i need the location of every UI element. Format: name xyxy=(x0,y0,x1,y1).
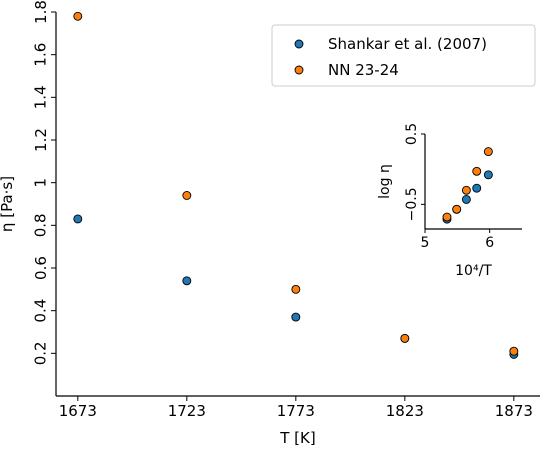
y-tick-label: 0.8 xyxy=(32,213,50,237)
data-point xyxy=(182,191,192,200)
legend-label: Shankar et al. (2007) xyxy=(328,35,487,53)
y-tick-label: 1.8 xyxy=(32,0,50,24)
data-point xyxy=(400,333,410,343)
y-tick-label: 1 xyxy=(32,178,50,188)
data-point xyxy=(472,166,482,176)
x-tick-label: 1673 xyxy=(59,402,97,420)
x-tick-label: 5 xyxy=(421,235,430,251)
x-axis-label: T [K] xyxy=(279,429,315,447)
main-plot: 1673 1723 1773 1823 1873 0.2 0.4 0.6 0.8 1 1.2 1.4 1… xyxy=(0,0,540,447)
legend-marker xyxy=(294,65,304,75)
y-tick-label: 1.4 xyxy=(32,85,50,109)
data-point xyxy=(291,312,301,322)
data-point xyxy=(483,170,493,180)
y-tick-label: 0.4 xyxy=(32,299,50,323)
y-tick-label: 1.6 xyxy=(32,43,50,67)
x-tick-label: 1823 xyxy=(386,402,424,420)
data-point xyxy=(509,346,519,356)
data-point xyxy=(182,276,192,286)
data-point xyxy=(291,284,301,294)
x-tick-label: 6 xyxy=(485,235,494,251)
y-axis-label: log η xyxy=(377,164,393,199)
data-point xyxy=(73,11,83,21)
data-point xyxy=(452,204,462,214)
x-tick-label: 1773 xyxy=(277,402,315,420)
y-tick-label: 0.6 xyxy=(32,256,50,280)
legend-label: NN 23-24 xyxy=(328,61,399,79)
legend-box xyxy=(271,24,536,87)
legend: Shankar et al. (2007) NN 23-24 xyxy=(271,24,536,87)
data-point xyxy=(461,194,471,204)
y-axis-label: η [Pa·s] xyxy=(0,176,16,232)
data-point xyxy=(483,147,493,157)
data-point xyxy=(73,214,83,224)
data-point xyxy=(472,183,482,193)
y-tick-label: 0.5 xyxy=(404,123,420,145)
y-tick-label: 1.2 xyxy=(32,128,50,152)
y-tick-label: −0.5 xyxy=(404,187,420,221)
data-point xyxy=(461,185,471,195)
y-tick-label: 0.2 xyxy=(32,341,50,365)
x-axis-label: 10⁴/T xyxy=(455,263,492,279)
legend-marker xyxy=(294,39,304,49)
inset-plot: 5 6 −0.5 0.5 10⁴/T log η xyxy=(377,123,522,279)
data-point xyxy=(442,212,452,222)
x-tick-label: 1873 xyxy=(495,402,533,420)
x-tick-label: 1723 xyxy=(168,402,206,420)
